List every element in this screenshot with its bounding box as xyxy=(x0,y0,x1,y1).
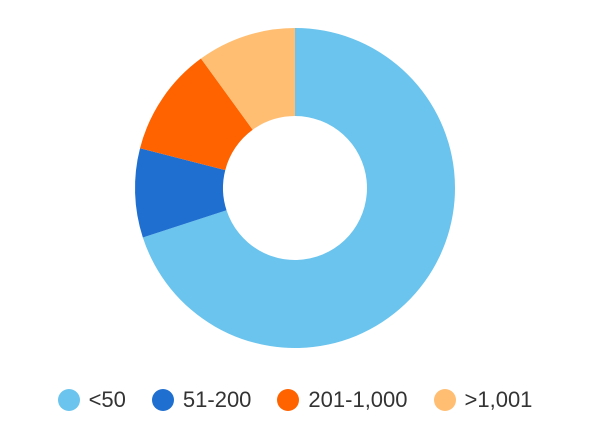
legend-label: <50 xyxy=(88,387,126,412)
donut-slice-4[interactable] xyxy=(200,28,295,130)
legend-label: 51-200 xyxy=(182,387,252,412)
legend-item[interactable]: <50 xyxy=(57,387,126,413)
legend-label: >1,001 xyxy=(464,387,533,412)
legend-swatch xyxy=(433,389,456,411)
donut-slice-2[interactable] xyxy=(135,148,227,238)
legend-item[interactable]: 201-1,000 xyxy=(277,387,408,413)
legend-label: 201-1,000 xyxy=(308,387,408,412)
donut-slice-1[interactable] xyxy=(142,28,455,348)
chart-legend: <50 51-200 201-1,000 >1,001 xyxy=(0,378,590,422)
legend-swatch xyxy=(277,389,300,411)
legend-swatch xyxy=(57,389,80,411)
legend-swatch xyxy=(151,389,174,411)
legend-item[interactable]: 51-200 xyxy=(151,387,252,413)
donut-slice-3[interactable] xyxy=(140,58,253,171)
legend-item[interactable]: >1,001 xyxy=(433,387,533,413)
